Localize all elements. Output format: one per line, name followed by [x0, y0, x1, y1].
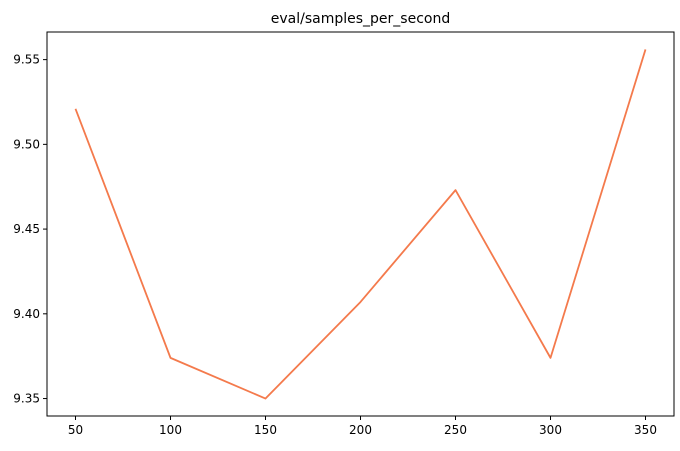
y-tick-label: 9.35 — [13, 392, 40, 406]
x-tick-label: 100 — [159, 423, 182, 437]
y-tick-label: 9.40 — [13, 307, 40, 321]
series-line — [74, 49, 647, 400]
y-axis: 9.35 9.40 9.45 9.50 9.55 — [13, 53, 47, 406]
x-tick-label: 50 — [68, 423, 83, 437]
chart-title: eval/samples_per_second — [271, 11, 450, 27]
x-tick-label: 150 — [254, 423, 277, 437]
y-tick-label: 9.50 — [13, 137, 40, 151]
series-layer — [74, 49, 647, 400]
x-tick-label: 350 — [634, 423, 657, 437]
y-tick-label: 9.45 — [13, 222, 40, 236]
y-tick-label: 9.55 — [13, 53, 40, 67]
x-tick-label: 300 — [539, 423, 562, 437]
plot-area-frame — [46, 31, 675, 417]
x-tick-label: 200 — [349, 423, 372, 437]
x-tick-label: 250 — [444, 423, 467, 437]
x-axis: 50 100 150 200 250 300 350 — [68, 416, 657, 437]
